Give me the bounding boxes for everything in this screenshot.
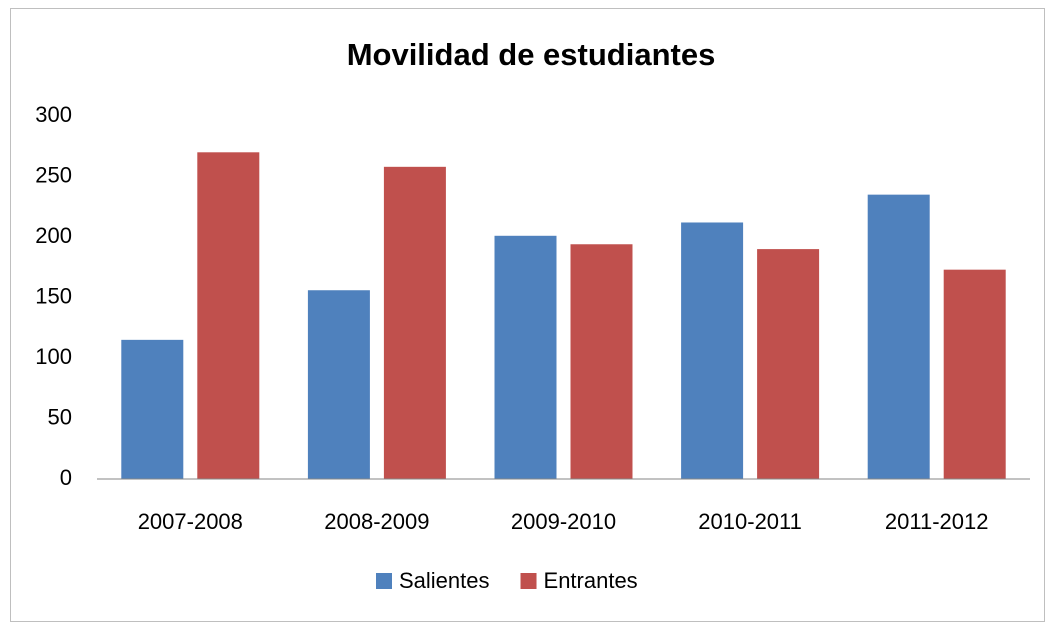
y-tick-label: 100 bbox=[35, 344, 72, 369]
x-tick-label: 2011-2012 bbox=[885, 509, 989, 534]
x-tick-label: 2007-2008 bbox=[138, 509, 243, 534]
bar bbox=[197, 152, 260, 480]
x-tick-label: 2009-2010 bbox=[511, 509, 616, 534]
x-tick-label: 2008-2009 bbox=[324, 509, 429, 534]
legend-label: Entrantes bbox=[544, 568, 638, 593]
y-tick-label: 250 bbox=[35, 162, 72, 187]
legend-swatch bbox=[520, 573, 537, 589]
chart-title: Movilidad de estudiantes bbox=[347, 37, 716, 72]
y-tick-label: 0 bbox=[60, 465, 72, 490]
bar bbox=[383, 166, 446, 479]
bar bbox=[570, 244, 633, 479]
y-tick-label: 50 bbox=[48, 404, 72, 429]
bar bbox=[494, 235, 557, 479]
bar bbox=[943, 269, 1006, 479]
bar bbox=[121, 339, 184, 479]
bar bbox=[681, 222, 744, 480]
bar bbox=[867, 194, 930, 479]
legend-label: Salientes bbox=[399, 568, 490, 593]
y-tick-label: 150 bbox=[35, 283, 72, 308]
x-tick-label: 2010-2011 bbox=[698, 509, 802, 534]
legend-swatch bbox=[376, 573, 392, 589]
bar bbox=[307, 290, 370, 479]
y-tick-label: 200 bbox=[35, 223, 72, 248]
bar bbox=[757, 249, 820, 479]
y-tick-label: 300 bbox=[35, 102, 72, 127]
